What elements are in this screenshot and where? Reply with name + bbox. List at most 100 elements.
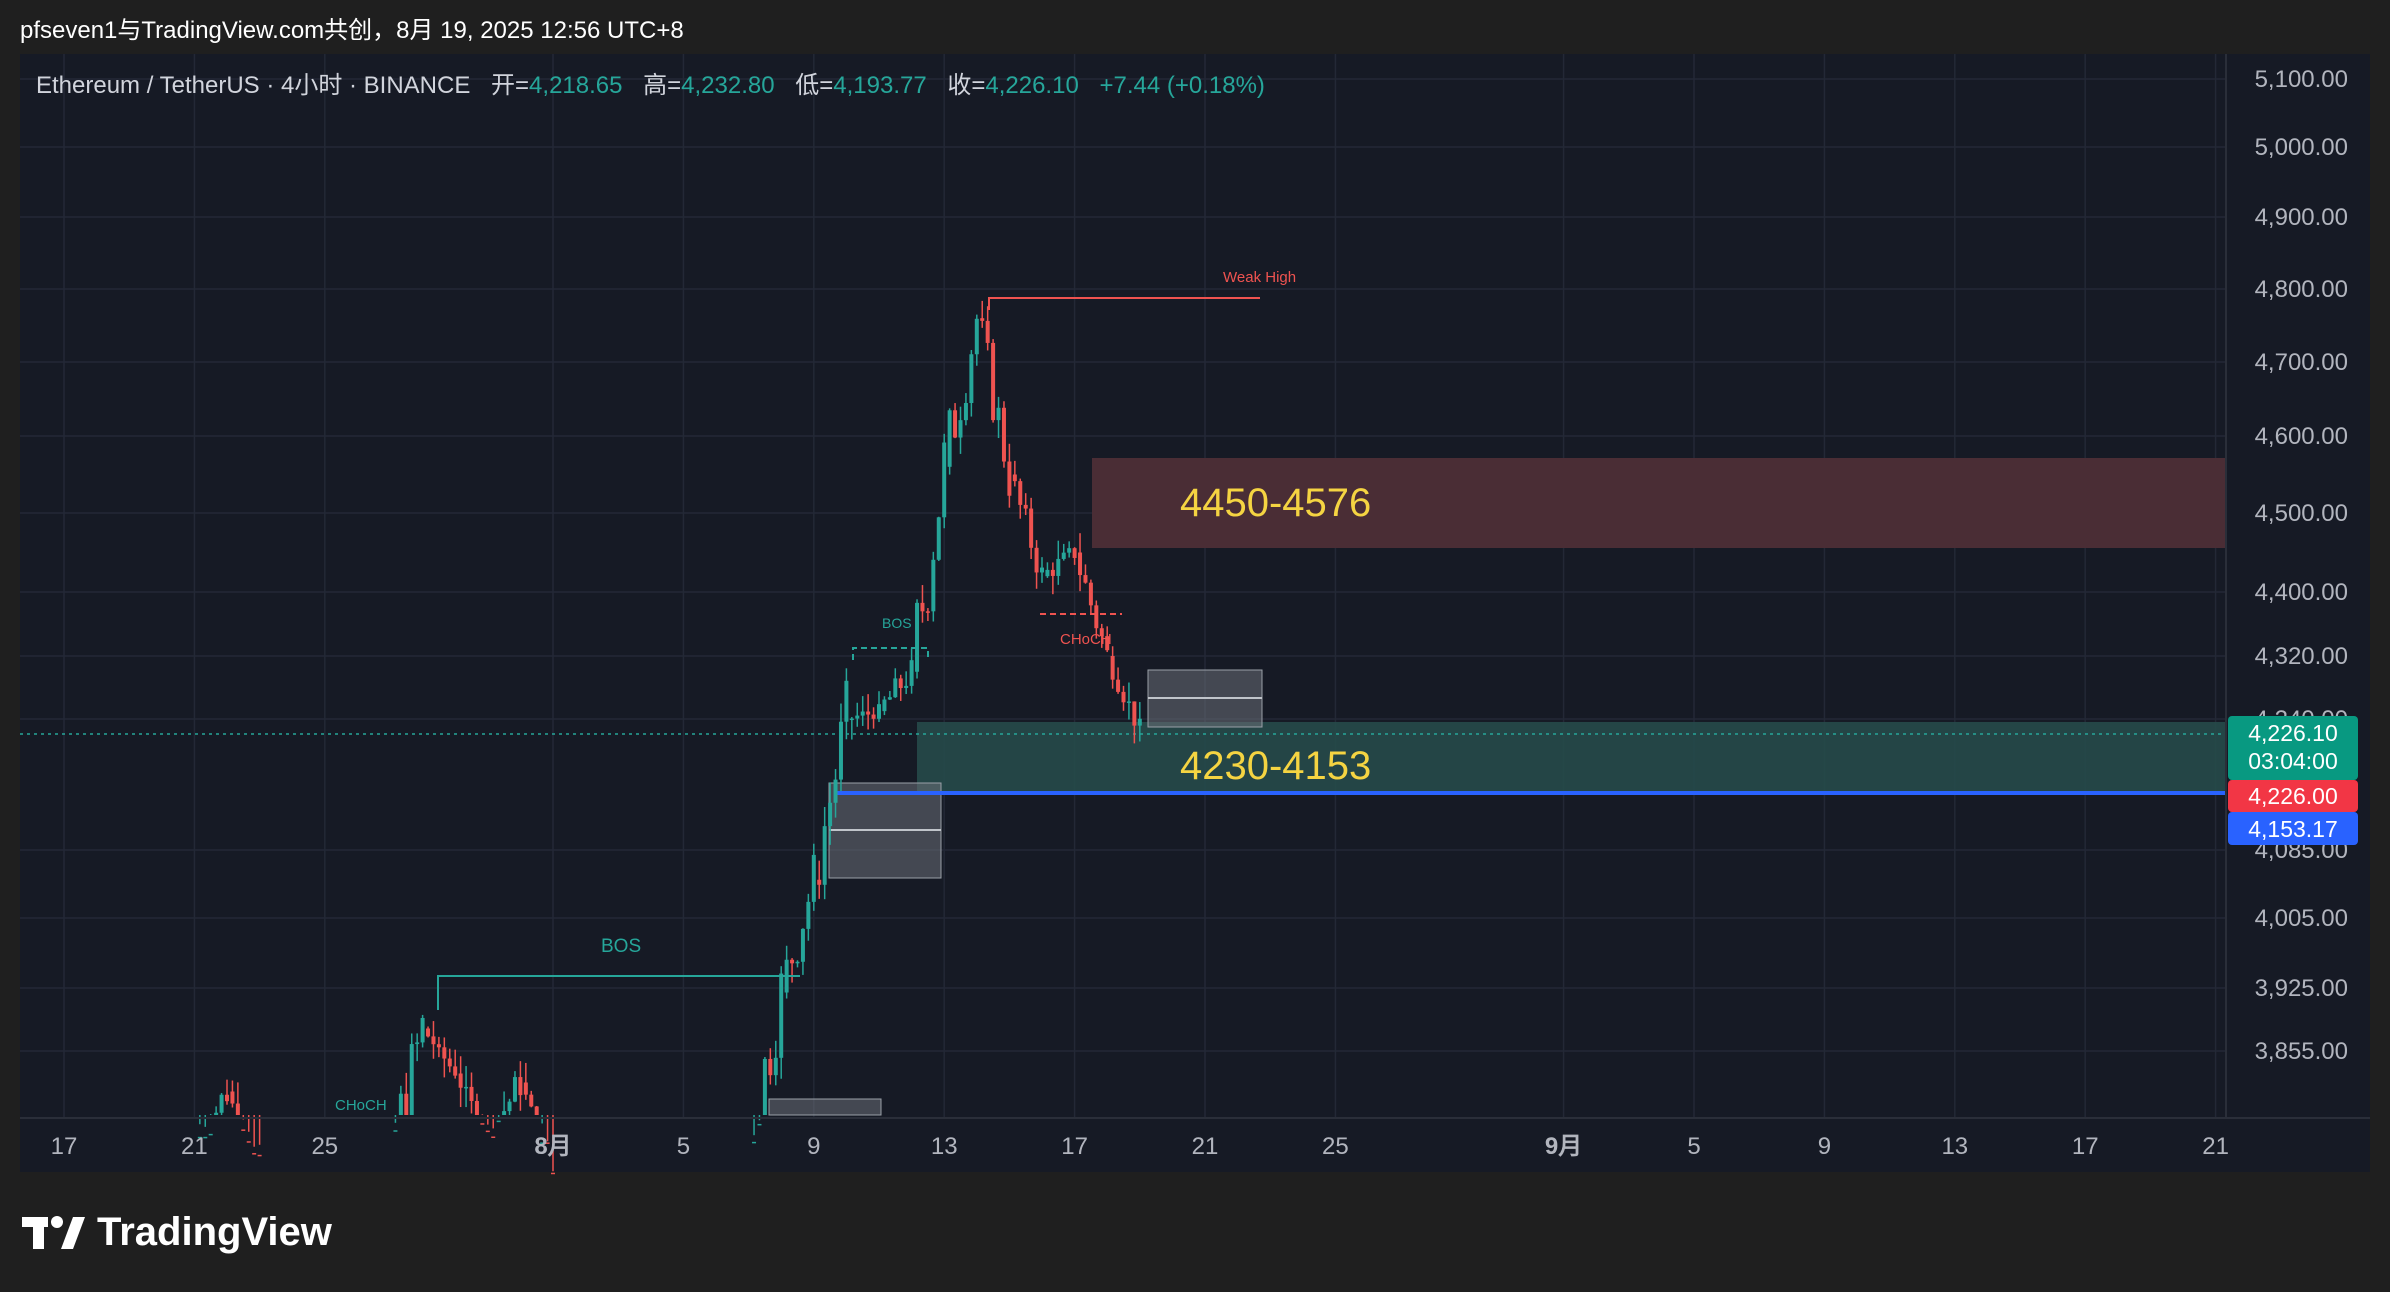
tradingview-logo[interactable]: TradingView xyxy=(22,1210,333,1254)
bos-line xyxy=(437,975,800,1010)
candle-body xyxy=(393,1130,398,1132)
price-tick-label: 4,900.00 xyxy=(2255,204,2348,231)
time-tick-label: 13 xyxy=(1941,1133,1968,1160)
candle-body xyxy=(545,1142,550,1144)
candle-body xyxy=(860,711,865,716)
price-tick-label: 5,100.00 xyxy=(2255,66,2348,93)
candle-body xyxy=(1045,569,1050,577)
candle-body xyxy=(214,1112,219,1115)
candle-body xyxy=(1072,548,1077,558)
candle-body xyxy=(1029,508,1034,548)
open-value: 4,218.65 xyxy=(529,72,622,99)
price-tick-label: 4,600.00 xyxy=(2255,423,2348,450)
candle-body xyxy=(1056,558,1061,576)
candle-body xyxy=(887,697,892,700)
candle-body xyxy=(420,1017,425,1043)
candle-body xyxy=(1105,636,1110,651)
candle-body xyxy=(915,602,920,672)
candle-body xyxy=(523,1082,528,1095)
candle-body xyxy=(1007,461,1012,496)
time-axis[interactable]: 17 21 25 8月 5 9 13 17 21 25 9月 5 9 13 17 21 xyxy=(51,1133,2229,1160)
candle-body xyxy=(197,1136,202,1139)
candle-body xyxy=(942,442,947,518)
candle-body xyxy=(806,901,811,929)
candles xyxy=(197,300,1142,1175)
price-tick-label: 4,700.00 xyxy=(2255,349,2348,376)
candle-body xyxy=(474,1100,479,1115)
candle-body xyxy=(974,318,979,355)
candle-body xyxy=(485,1130,490,1133)
high-label: 高= xyxy=(643,72,681,99)
time-tick-label: 25 xyxy=(311,1133,338,1160)
candle-body xyxy=(980,318,985,321)
candle-body xyxy=(404,1093,409,1115)
candle-body xyxy=(1126,701,1131,703)
price-tick-label: 3,925.00 xyxy=(2255,975,2348,1002)
candle-body xyxy=(230,1091,235,1104)
time-tick-label: 5 xyxy=(677,1133,690,1160)
symbol-legend[interactable]: Ethereum / TetherUS · 4小时 · BINANCE 开=4,… xyxy=(36,72,1265,99)
time-tick-label: 25 xyxy=(1322,1133,1349,1160)
candle-body xyxy=(502,1111,507,1115)
candle-body xyxy=(800,928,805,962)
structure-annotations: Weak High BOS BOS CHoCH CHoCH xyxy=(335,269,1296,1114)
candle-body xyxy=(235,1103,240,1115)
candle-body xyxy=(773,1057,778,1076)
candle-body xyxy=(252,1153,257,1155)
candle-body xyxy=(790,959,795,964)
candle-body xyxy=(507,1101,512,1112)
time-tick-label: 17 xyxy=(1061,1133,1088,1160)
price-tick-label: 4,320.00 xyxy=(2255,643,2348,670)
candle-body xyxy=(752,1141,757,1144)
candle-body xyxy=(512,1077,517,1102)
candle-body xyxy=(1132,701,1137,726)
candle-body xyxy=(436,1044,441,1048)
candle-body xyxy=(219,1094,224,1113)
candle-body xyxy=(398,1093,403,1115)
candle-body xyxy=(1040,567,1044,573)
weak-high-label: Weak High xyxy=(1223,269,1296,286)
low-value: 4,193.77 xyxy=(833,72,926,99)
candle-body xyxy=(469,1086,474,1101)
grid-lines xyxy=(20,54,2226,1118)
candle-body xyxy=(833,779,838,803)
candle-body xyxy=(415,1042,420,1045)
weak-high-line xyxy=(988,297,1260,310)
candle-body xyxy=(529,1094,534,1107)
demand-zone-label: 4230-4153 xyxy=(1180,744,1371,788)
candle-body xyxy=(203,1136,208,1139)
candle-body xyxy=(1121,691,1126,703)
candle-body xyxy=(1116,679,1121,692)
close-label: 收= xyxy=(947,72,985,99)
candle-body xyxy=(768,1058,773,1076)
candle-body xyxy=(1023,504,1028,509)
price-tick-label: 4,800.00 xyxy=(2255,276,2348,303)
candle-body xyxy=(1012,474,1017,482)
candle-body xyxy=(958,420,963,438)
candle-body xyxy=(953,410,958,438)
candle-body xyxy=(757,1123,762,1126)
candle-body xyxy=(1067,548,1072,553)
candle-body xyxy=(1061,552,1066,559)
candle-body xyxy=(442,1047,447,1059)
candle-body xyxy=(947,410,952,467)
candle-body xyxy=(844,680,849,722)
candle-body xyxy=(838,721,843,780)
candle-body xyxy=(1088,582,1093,606)
candle-body xyxy=(920,602,925,612)
candle-body xyxy=(1110,656,1115,680)
time-tick-label: 13 xyxy=(931,1133,958,1160)
candle-body xyxy=(464,1086,469,1089)
support-price-value: 4,153.17 xyxy=(2248,816,2338,842)
tv-logo-icon xyxy=(22,1216,85,1249)
symbol-name: Ethereum / TetherUS · 4小时 · BINANCE xyxy=(36,72,470,99)
candle-body xyxy=(246,1141,251,1143)
candle-body xyxy=(447,1058,452,1067)
price-tick-label: 4,500.00 xyxy=(2255,500,2348,527)
candle-body xyxy=(925,611,930,613)
chart-pane[interactable] xyxy=(20,54,2370,1172)
candle-body xyxy=(1050,569,1055,576)
candle-body xyxy=(969,354,974,404)
red-price-tag xyxy=(2228,780,2358,812)
